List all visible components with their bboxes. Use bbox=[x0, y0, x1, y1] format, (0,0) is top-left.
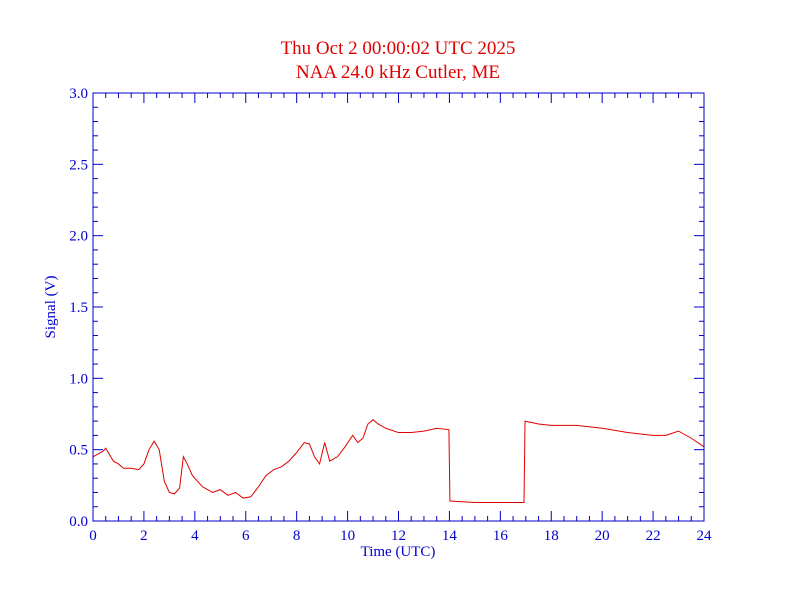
x-tick-label: 18 bbox=[544, 528, 559, 544]
plot-frame bbox=[92, 92, 705, 522]
chart-subtitle: NAA 24.0 kHz Cutler, ME bbox=[296, 62, 500, 83]
x-tick-label: 0 bbox=[89, 528, 97, 544]
y-tick-label: 1.0 bbox=[69, 371, 88, 387]
y-axis-label: Signal (V) bbox=[43, 276, 59, 339]
x-tick-label: 4 bbox=[191, 528, 199, 544]
x-tick-label: 20 bbox=[595, 528, 610, 544]
y-tick-label: 2.0 bbox=[69, 229, 88, 245]
x-tick-label: 16 bbox=[493, 528, 509, 544]
x-axis-label: Time (UTC) bbox=[361, 544, 436, 560]
x-tick-labels: 0 2 4 6 8 10 12 14 16 18 20 22 24 bbox=[89, 528, 712, 544]
x-tick-label: 6 bbox=[242, 528, 250, 544]
x-tick-label: 24 bbox=[697, 528, 713, 544]
y-tick-label: 1.5 bbox=[69, 300, 88, 316]
chart-title: Thu Oct 2 00:00:02 UTC 2025 bbox=[281, 38, 516, 59]
x-tick-label: 22 bbox=[646, 528, 661, 544]
y-tick-label: 2.5 bbox=[69, 157, 88, 173]
y-tick-labels: 0.0 0.5 1.0 1.5 2.0 2.5 3.0 bbox=[69, 86, 88, 530]
x-tick-label: 14 bbox=[442, 528, 458, 544]
x-tick-label: 8 bbox=[293, 528, 301, 544]
axis-ticks bbox=[92, 92, 705, 522]
x-tick-label: 2 bbox=[140, 528, 148, 544]
signal-line bbox=[92, 419, 705, 503]
y-tick-label: 3.0 bbox=[69, 86, 88, 102]
y-tick-label: 0.0 bbox=[69, 514, 88, 530]
y-tick-label: 0.5 bbox=[69, 443, 88, 459]
x-tick-label: 10 bbox=[340, 528, 355, 544]
x-tick-label: 12 bbox=[391, 528, 406, 544]
